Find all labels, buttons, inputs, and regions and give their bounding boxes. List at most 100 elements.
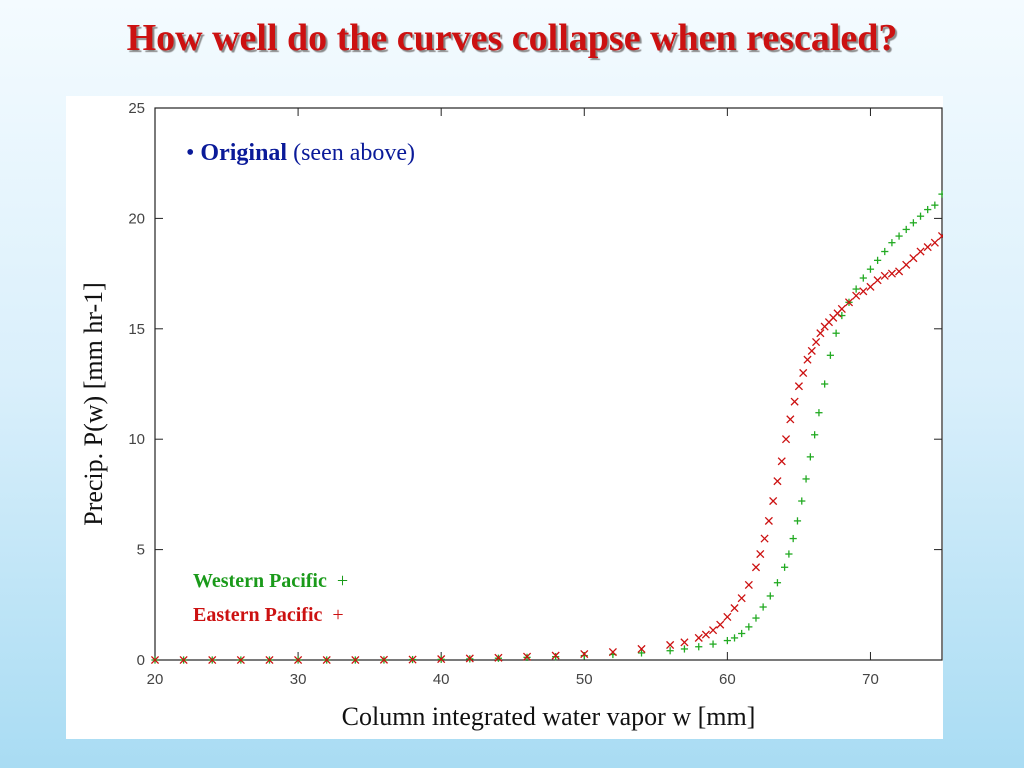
western-pacific-point bbox=[723, 636, 731, 645]
plot-frame bbox=[154, 107, 943, 661]
eastern-pacific-point bbox=[781, 435, 791, 444]
eastern-pacific-point bbox=[859, 287, 868, 296]
eastern-pacific-point bbox=[790, 397, 799, 406]
eastern-pacific-point bbox=[730, 604, 739, 613]
eastern-pacific-point bbox=[150, 655, 160, 665]
eastern-pacific-point bbox=[666, 640, 675, 650]
eastern-pacific-point bbox=[322, 655, 331, 665]
western-pacific-point bbox=[826, 351, 834, 359]
eastern-pacific-point bbox=[379, 655, 389, 664]
eastern-pacific-point bbox=[873, 276, 882, 285]
y-tick-label-0: 0 bbox=[137, 652, 145, 669]
eastern-pacific-point bbox=[880, 271, 889, 280]
western-pacific-point bbox=[815, 409, 823, 417]
western-pacific-point bbox=[759, 603, 767, 611]
eastern-pacific-point bbox=[812, 337, 821, 347]
western-pacific-point bbox=[798, 497, 806, 505]
western-pacific-point bbox=[637, 649, 646, 657]
western-pacific-point bbox=[938, 190, 943, 198]
x-tick-label-30: 30 bbox=[290, 671, 307, 688]
legend-marker-eastern-pacific: + bbox=[332, 604, 344, 626]
eastern-pacific-point bbox=[902, 260, 911, 269]
western-pacific-point bbox=[580, 651, 588, 660]
eastern-pacific-point bbox=[773, 477, 782, 486]
x-tick-label-40: 40 bbox=[433, 671, 450, 688]
western-pacific-point bbox=[745, 623, 753, 631]
y-axis-label: Precip. P(w) [mm hr-1] bbox=[79, 282, 108, 526]
western-pacific-point bbox=[680, 645, 689, 653]
x-axis-label: Column integrated water vapor w [mm] bbox=[342, 702, 756, 731]
eastern-pacific-point bbox=[265, 655, 274, 665]
eastern-pacific-point bbox=[522, 652, 532, 661]
eastern-pacific-point bbox=[208, 655, 217, 665]
eastern-pacific-point bbox=[794, 382, 803, 391]
western-pacific-point bbox=[793, 517, 802, 525]
western-pacific-point bbox=[874, 256, 882, 264]
eastern-pacific-point bbox=[807, 346, 816, 355]
eastern-pacific-point bbox=[351, 655, 360, 665]
western-pacific-point bbox=[789, 534, 797, 543]
eastern-pacific-point bbox=[764, 516, 773, 525]
x-tick-label-70: 70 bbox=[862, 671, 879, 688]
eastern-pacific-point bbox=[786, 415, 795, 424]
eastern-pacific-point bbox=[777, 457, 786, 466]
eastern-pacific-point bbox=[803, 355, 812, 364]
eastern-pacific-point bbox=[769, 496, 778, 506]
annotation-bullet: • bbox=[186, 140, 195, 166]
western-pacific-point bbox=[666, 647, 674, 655]
y-tick-label-10: 10 bbox=[128, 431, 145, 448]
eastern-pacific-point bbox=[756, 549, 765, 559]
eastern-pacific-point bbox=[708, 626, 718, 635]
eastern-pacific-point bbox=[799, 368, 808, 378]
eastern-pacific-point bbox=[580, 649, 589, 659]
eastern-pacific-point bbox=[744, 580, 753, 589]
eastern-pacific-point bbox=[701, 630, 710, 639]
western-pacific-point bbox=[730, 634, 739, 642]
western-pacific-point bbox=[773, 579, 782, 587]
western-pacific-point bbox=[695, 643, 703, 651]
western-pacific-point bbox=[806, 453, 814, 461]
x-tick-label-50: 50 bbox=[576, 671, 593, 688]
y-tick-label-25: 25 bbox=[128, 100, 145, 117]
western-pacific-point bbox=[781, 563, 789, 571]
eastern-pacific-point bbox=[179, 655, 188, 665]
western-pacific-point bbox=[909, 219, 917, 227]
annotation-original: • Original (seen above) bbox=[186, 140, 415, 167]
western-pacific-point bbox=[785, 550, 793, 558]
western-pacific-point bbox=[924, 205, 932, 214]
eastern-pacific-point bbox=[723, 612, 732, 622]
eastern-pacific-point bbox=[716, 620, 725, 629]
western-pacific-point bbox=[802, 475, 810, 483]
eastern-pacific-point bbox=[923, 243, 932, 252]
western-pacific-point bbox=[916, 212, 925, 220]
western-pacific-point bbox=[902, 225, 910, 234]
western-pacific-point bbox=[752, 614, 760, 622]
eastern-pacific-point bbox=[408, 655, 417, 664]
western-pacific-point bbox=[852, 285, 860, 293]
western-pacific-point bbox=[931, 201, 939, 209]
slide-title: How well do the curves collapse when res… bbox=[126, 17, 898, 59]
western-pacific-point bbox=[888, 239, 896, 247]
eastern-pacific-point bbox=[930, 238, 939, 247]
western-pacific-point bbox=[881, 247, 889, 256]
eastern-pacific-point bbox=[760, 534, 769, 543]
eastern-pacific-point bbox=[680, 638, 689, 647]
legend-entry-western-pacific: Western Pacific + bbox=[193, 570, 348, 593]
annotation-rest-text: (seen above) bbox=[287, 140, 416, 166]
eastern-pacific-point bbox=[866, 282, 875, 291]
legend-label-eastern-pacific: Eastern Pacific bbox=[193, 604, 323, 626]
eastern-pacific-point bbox=[887, 269, 896, 278]
eastern-pacific-point bbox=[637, 644, 646, 654]
western-pacific-point bbox=[811, 431, 819, 439]
western-pacific-point bbox=[821, 380, 829, 388]
western-pacific-point bbox=[552, 653, 560, 661]
western-pacific-point bbox=[866, 265, 875, 273]
annotation-bold-text: Original bbox=[200, 140, 288, 166]
eastern-pacific-point bbox=[494, 653, 503, 662]
eastern-pacific-point bbox=[294, 655, 303, 665]
eastern-pacific-point bbox=[837, 304, 846, 313]
eastern-pacific-point bbox=[844, 298, 854, 307]
eastern-pacific-point bbox=[737, 594, 746, 603]
eastern-pacific-point bbox=[909, 254, 918, 263]
western-pacific-point bbox=[709, 640, 717, 648]
